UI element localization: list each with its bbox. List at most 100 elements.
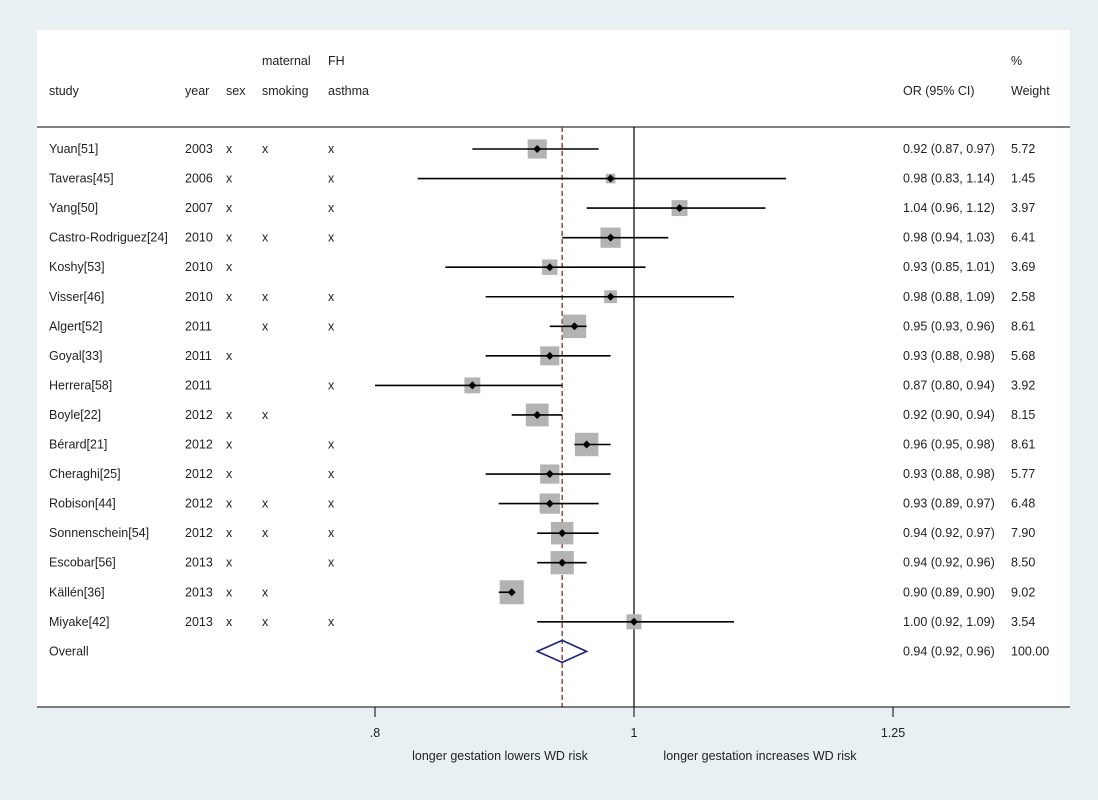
row-smoking-mark: x <box>262 497 269 511</box>
row-asthma-mark: x <box>328 201 335 215</box>
row-weight: 5.77 <box>1011 467 1035 481</box>
row-asthma-mark: x <box>328 378 335 392</box>
header-smoking-line2: smoking <box>262 84 309 98</box>
row-sex-mark: x <box>226 349 233 363</box>
row-or-ci: 0.93 (0.88, 0.98) <box>903 467 995 481</box>
row-study-label: Yuan[51] <box>49 142 98 156</box>
row-study-label: Robison[44] <box>49 497 116 511</box>
row-smoking-mark: x <box>262 585 269 599</box>
row-year: 2011 <box>185 349 212 363</box>
column-headers: study year sex maternal smoking FH asthm… <box>49 54 1050 98</box>
row-year: 2007 <box>185 201 213 215</box>
header-smoking-line1: maternal <box>262 54 311 68</box>
row-study-label: Cheraghi[25] <box>49 467 121 481</box>
point-estimate <box>533 145 542 153</box>
row-year: 2011 <box>185 319 212 333</box>
row-year: 2013 <box>185 585 213 599</box>
row-year: 2012 <box>185 467 213 481</box>
x-tick-label: .8 <box>370 726 380 740</box>
row-year: 2013 <box>185 556 213 570</box>
row-asthma-mark: x <box>328 290 335 304</box>
row-weight: 5.72 <box>1011 142 1035 156</box>
plot-marks <box>375 127 787 707</box>
row-study-label: Boyle[22] <box>49 408 101 422</box>
x-tick-label: 1.25 <box>881 726 905 740</box>
row-or-ci: 0.93 (0.89, 0.97) <box>903 497 995 511</box>
row-smoking-mark: x <box>262 526 269 540</box>
point-estimate <box>545 470 554 479</box>
row-study-label: Taveras[45] <box>49 172 114 186</box>
row-or-ci: 0.92 (0.87, 0.97) <box>903 142 995 156</box>
row-weight: 1.45 <box>1011 172 1035 186</box>
point-estimate <box>545 263 554 272</box>
row-study-label: Escobar[56] <box>49 556 116 570</box>
row-or-ci: 0.98 (0.94, 1.03) <box>903 231 995 245</box>
row-year: 2013 <box>185 615 213 629</box>
row-study-label: Castro-Rodriguez[24] <box>49 231 168 245</box>
row-weight: 3.97 <box>1011 201 1035 215</box>
row-year: 2012 <box>185 408 213 422</box>
overall-label: Overall <box>49 644 89 658</box>
row-weight: 7.90 <box>1011 526 1035 540</box>
study-rows: Yuan[51] 2003 x x x 0.92 (0.87, 0.97) 5.72 Tave… <box>49 142 1049 658</box>
row-sex-mark: x <box>226 615 233 629</box>
row-weight: 8.15 <box>1011 408 1035 422</box>
point-estimate <box>582 440 591 449</box>
point-estimate <box>570 322 579 331</box>
row-sex-mark: x <box>226 526 233 540</box>
row-sex-mark: x <box>226 438 233 452</box>
row-weight: 6.48 <box>1011 497 1035 511</box>
row-or-ci: 0.96 (0.95, 0.98) <box>903 438 995 452</box>
point-estimate <box>545 499 554 508</box>
header-weight-line1: % <box>1011 54 1022 68</box>
row-sex-mark: x <box>226 231 233 245</box>
row-weight: 6.41 <box>1011 231 1035 245</box>
row-or-ci: 0.98 (0.83, 1.14) <box>903 172 995 186</box>
header-year: year <box>185 84 209 98</box>
row-weight: 8.61 <box>1011 319 1035 333</box>
row-asthma-mark: x <box>328 497 335 511</box>
point-estimate <box>606 174 615 183</box>
overall-weight: 100.00 <box>1011 644 1049 658</box>
overall-diamond <box>535 639 589 664</box>
row-study-label: Sonnenschein[54] <box>49 526 149 540</box>
row-study-label: Koshy[53] <box>49 260 105 274</box>
point-estimate <box>558 558 567 567</box>
header-weight-line2: Weight <box>1011 84 1050 98</box>
row-asthma-mark: x <box>328 142 335 156</box>
annotation-left: longer gestation lowers WD risk <box>412 749 589 763</box>
row-or-ci: 0.87 (0.80, 0.94) <box>903 378 995 392</box>
row-study-label: Källén[36] <box>49 585 105 599</box>
overall-or-ci: 0.94 (0.92, 0.96) <box>903 644 995 658</box>
point-estimate <box>545 351 554 360</box>
row-weight: 3.69 <box>1011 260 1035 274</box>
row-sex-mark: x <box>226 467 233 481</box>
row-smoking-mark: x <box>262 615 269 629</box>
row-sex-mark: x <box>226 585 233 599</box>
row-sex-mark: x <box>226 201 233 215</box>
row-weight: 3.54 <box>1011 615 1035 629</box>
header-study: study <box>49 84 80 98</box>
annotation-right: longer gestation increases WD risk <box>663 749 857 763</box>
row-smoking-mark: x <box>262 319 269 333</box>
row-sex-mark: x <box>226 290 233 304</box>
row-or-ci: 0.94 (0.92, 0.96) <box>903 556 995 570</box>
row-smoking-mark: x <box>262 408 269 422</box>
point-estimate <box>533 410 542 419</box>
row-year: 2012 <box>185 526 213 540</box>
row-asthma-mark: x <box>328 231 335 245</box>
plot-panel <box>37 30 1070 707</box>
point-estimate <box>468 381 477 390</box>
row-year: 2012 <box>185 438 213 452</box>
row-smoking-mark: x <box>262 290 269 304</box>
point-estimate <box>606 292 615 301</box>
row-study-label: Bérard[21] <box>49 438 107 452</box>
point-estimate <box>507 588 516 597</box>
row-study-label: Herrera[58] <box>49 378 112 392</box>
point-estimate <box>558 529 567 538</box>
row-or-ci: 1.00 (0.92, 1.09) <box>903 615 995 629</box>
row-sex-mark: x <box>226 408 233 422</box>
row-asthma-mark: x <box>328 438 335 452</box>
row-sex-mark: x <box>226 260 233 274</box>
